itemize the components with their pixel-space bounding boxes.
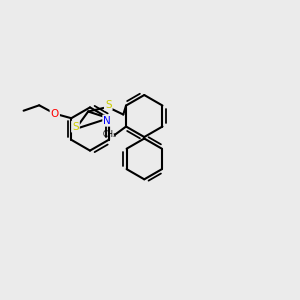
- Text: O: O: [51, 109, 59, 119]
- Text: S: S: [105, 100, 112, 110]
- Text: CH₃: CH₃: [102, 130, 116, 140]
- Text: S: S: [72, 122, 79, 132]
- Text: N: N: [103, 116, 111, 126]
